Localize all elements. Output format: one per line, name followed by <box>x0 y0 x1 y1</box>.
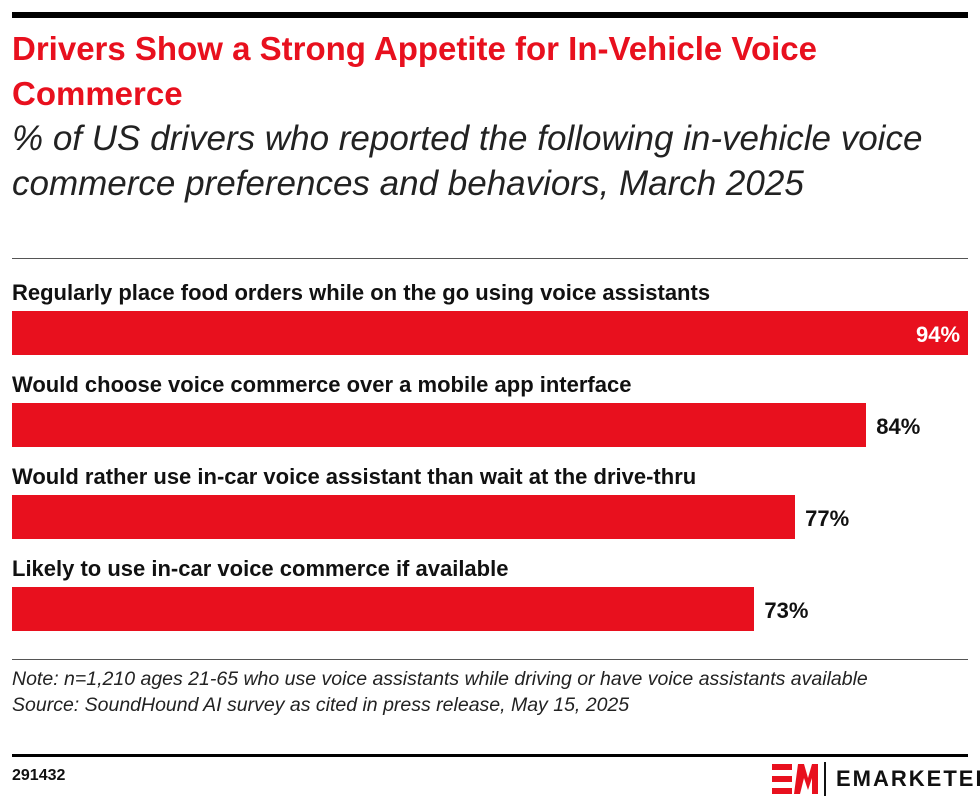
chart-title: Drivers Show a Strong Appetite for In-Ve… <box>12 30 818 112</box>
logo-wordmark: EMARKETER <box>836 766 980 791</box>
chart-id: 291432 <box>12 767 66 784</box>
note-text: Note: n=1,210 ages 21-65 who use voice a… <box>12 668 868 690</box>
source-text: Source: SoundHound AI survey as cited in… <box>12 694 630 716</box>
bottom-rule <box>12 754 968 757</box>
category-label: Would rather use in-car voice assistant … <box>12 464 697 489</box>
notes: Note: n=1,210 ages 21-65 who use voice a… <box>12 666 962 718</box>
bar <box>12 587 755 631</box>
bar <box>12 495 796 539</box>
category-label: Would choose voice commerce over a mobil… <box>12 372 632 397</box>
bar <box>12 403 867 447</box>
divider <box>12 258 968 259</box>
logo-separator <box>824 762 826 796</box>
value-label: 84% <box>876 414 921 439</box>
top-rule <box>12 12 968 18</box>
category-label: Regularly place food orders while on the… <box>12 280 711 305</box>
value-label: 77% <box>805 506 850 531</box>
value-label: 73% <box>764 598 809 623</box>
em-logo-mark-icon <box>772 764 818 794</box>
bar <box>12 311 968 355</box>
emarketer-logo: EMARKETER <box>772 762 980 796</box>
value-label: 94% <box>916 322 961 347</box>
chart-subtitle: % of US drivers who reported the followi… <box>12 119 923 203</box>
divider <box>12 659 968 660</box>
category-label: Likely to use in-car voice commerce if a… <box>12 556 509 581</box>
